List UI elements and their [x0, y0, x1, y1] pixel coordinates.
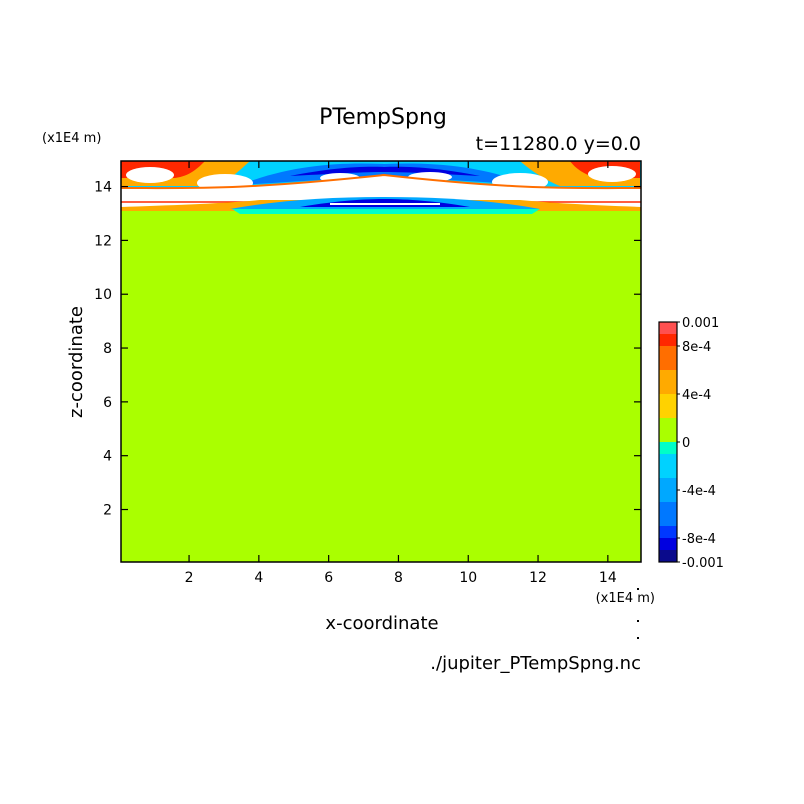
colorbar-tick-label: -4e-4 — [682, 484, 716, 499]
x-tick-label: 8 — [394, 570, 403, 586]
background-field — [121, 161, 641, 562]
contour-band-darkblue-top — [290, 166, 480, 176]
colorbar-tick-label: -8e-4 — [682, 532, 716, 547]
chart-title: PTempSpng — [319, 105, 447, 130]
x-tick-label: 12 — [529, 570, 547, 586]
x-tick-label: 10 — [459, 570, 477, 586]
white-region-right-2 — [588, 166, 636, 182]
contour-band-teal-lower — [232, 209, 540, 214]
colorbar-tick-label: 0 — [682, 436, 690, 451]
colorbar-swatch — [659, 550, 677, 562]
x-tick-label: 14 — [599, 570, 617, 586]
colorbar-swatch — [659, 454, 677, 478]
x-axis-label: x-coordinate — [325, 613, 438, 634]
colorbar-swatch — [659, 478, 677, 502]
y-tick-label: 12 — [94, 233, 112, 249]
colorbar-swatch — [659, 334, 677, 346]
y-tick-label: 2 — [103, 503, 112, 519]
colorbar-swatch — [659, 370, 677, 394]
colorbar-swatch — [659, 502, 677, 526]
contour-line-orange — [120, 173, 642, 190]
y-tick-label: 6 — [103, 395, 112, 411]
white-layer — [121, 175, 641, 200]
colorbar-swatch — [659, 526, 677, 538]
plot-area — [120, 160, 642, 563]
colorbar-swatch — [659, 322, 677, 334]
y-tick-label: 8 — [103, 341, 112, 357]
colorbar-swatch — [659, 442, 677, 454]
y-tick-label: 14 — [94, 180, 112, 196]
y-unit-label: (x1E4 m) — [42, 131, 101, 146]
white-streak-lower — [330, 203, 440, 205]
y-axis-ticks: 2 4 6 8 10 12 14 — [94, 180, 641, 519]
colorbar-tick-label: 4e-4 — [682, 388, 711, 403]
colorbar-swatch — [659, 394, 677, 418]
white-region-left-1 — [126, 167, 174, 183]
y-tick-label: 4 — [103, 449, 112, 465]
y-axis-label: z-coordinate — [66, 306, 87, 418]
x-tick-label: 4 — [254, 570, 263, 586]
colorbar: 0.001 8e-4 4e-4 0 -4e-4 -8e-4 -0.001 — [658, 316, 724, 571]
chart-subtitle: t=11280.0 y=0.0 — [476, 133, 641, 155]
x-unit-label: (x1E4 m) — [596, 591, 655, 606]
colorbar-tick-label: 0.001 — [682, 316, 719, 331]
colorbar-swatch — [659, 538, 677, 550]
source-filename: ./jupiter_PTempSpng.nc — [430, 653, 641, 674]
colorbar-tick-label: 8e-4 — [682, 340, 711, 355]
y-tick-label: 10 — [94, 287, 112, 303]
x-tick-label: 6 — [324, 570, 333, 586]
colorbar-swatch — [659, 418, 677, 442]
misc-marks — [637, 588, 639, 639]
plot-frame — [120, 160, 642, 563]
x-axis-ticks: 2 4 6 8 10 12 14 — [185, 161, 617, 586]
x-tick-label: 2 — [185, 570, 194, 586]
colorbar-tick-label: -0.001 — [682, 556, 724, 571]
colorbar-swatch — [659, 346, 677, 370]
